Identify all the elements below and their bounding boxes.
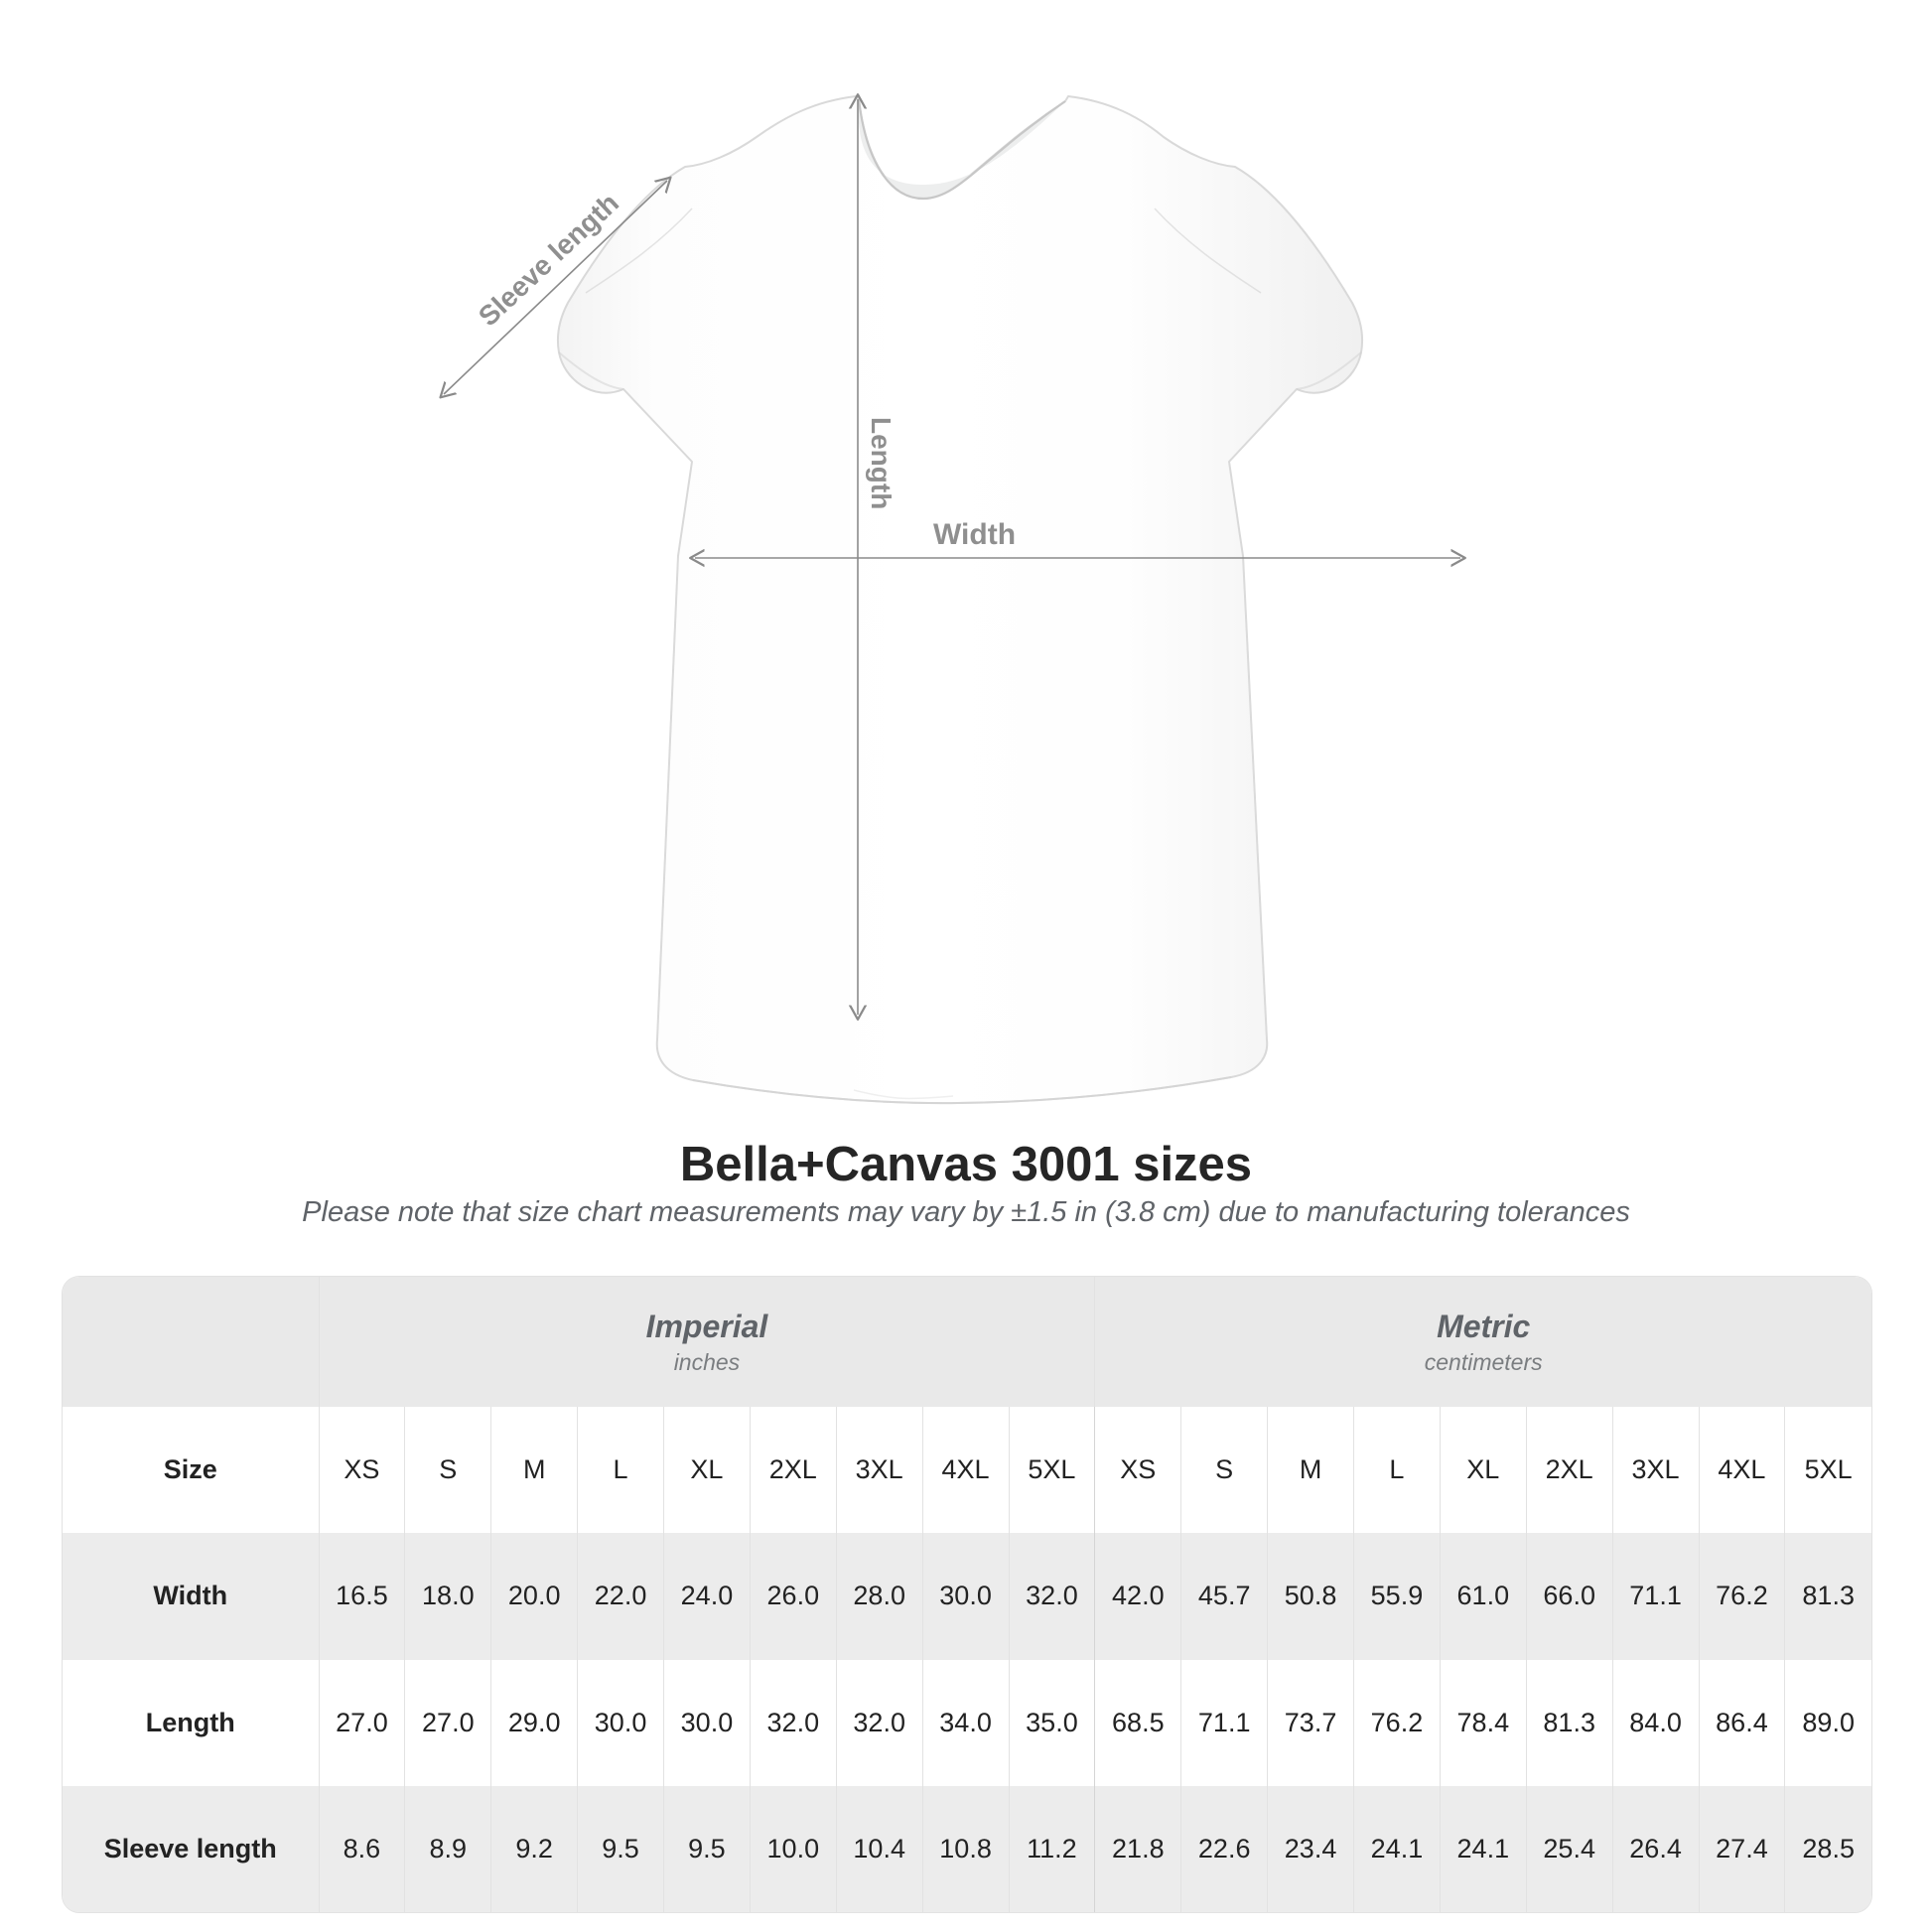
- svg-text:Length: Length: [866, 417, 897, 509]
- svg-text:Width: Width: [933, 518, 1016, 551]
